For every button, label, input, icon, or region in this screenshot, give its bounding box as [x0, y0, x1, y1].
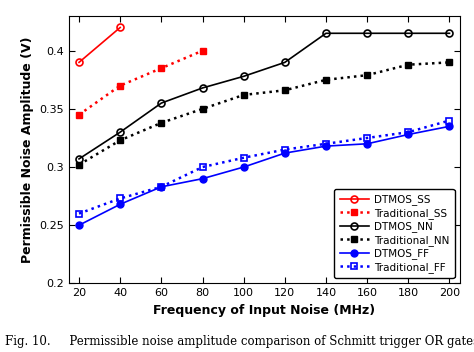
DTMOS_FF [118, 202, 123, 206]
DTMOS_FF [200, 177, 205, 181]
Y-axis label: Permissible Noise Amplitude (V): Permissible Noise Amplitude (V) [20, 36, 34, 263]
DTMOS_FF [405, 132, 411, 137]
Traditional_SS [200, 49, 205, 53]
Traditional_FF [118, 196, 123, 201]
DTMOS_NN [365, 31, 370, 36]
Line: DTMOS_SS: DTMOS_SS [75, 24, 124, 66]
DTMOS_NN [158, 101, 164, 105]
DTMOS_FF [323, 144, 329, 148]
Traditional_FF [76, 212, 82, 216]
DTMOS_NN [405, 31, 411, 36]
Line: Traditional_NN: Traditional_NN [75, 59, 453, 168]
Traditional_NN [323, 78, 329, 82]
DTMOS_FF [447, 124, 452, 128]
Line: Traditional_SS: Traditional_SS [75, 47, 206, 118]
DTMOS_FF [76, 223, 82, 227]
DTMOS_NN [323, 31, 329, 36]
Traditional_SS [118, 83, 123, 88]
Traditional_FF [323, 142, 329, 146]
Traditional_FF [365, 136, 370, 140]
Legend: DTMOS_SS, Traditional_SS, DTMOS_NN, Traditional_NN, DTMOS_FF, Traditional_FF: DTMOS_SS, Traditional_SS, DTMOS_NN, Trad… [334, 189, 455, 278]
Traditional_NN [447, 60, 452, 64]
Traditional_SS [158, 66, 164, 70]
DTMOS_NN [118, 130, 123, 134]
Traditional_NN [76, 163, 82, 167]
Traditional_NN [365, 73, 370, 77]
DTMOS_FF [241, 165, 246, 169]
Traditional_FF [447, 118, 452, 122]
DTMOS_FF [158, 185, 164, 189]
Traditional_FF [158, 185, 164, 189]
Traditional_NN [241, 93, 246, 97]
Line: Traditional_FF: Traditional_FF [75, 117, 453, 217]
Traditional_FF [241, 156, 246, 160]
Traditional_FF [405, 130, 411, 134]
DTMOS_FF [365, 142, 370, 146]
Traditional_NN [405, 63, 411, 67]
DTMOS_NN [282, 60, 288, 64]
Traditional_NN [158, 121, 164, 125]
DTMOS_NN [447, 31, 452, 36]
DTMOS_FF [282, 151, 288, 155]
Traditional_FF [200, 165, 205, 169]
X-axis label: Frequency of Input Noise (MHz): Frequency of Input Noise (MHz) [153, 304, 375, 317]
DTMOS_NN [241, 74, 246, 78]
DTMOS_NN [200, 86, 205, 90]
Text: Fig. 10.     Permissible noise amplitude comparison of Schmitt trigger OR gates.: Fig. 10. Permissible noise amplitude com… [5, 335, 474, 348]
Traditional_NN [118, 138, 123, 143]
Traditional_NN [282, 88, 288, 92]
Traditional_SS [76, 113, 82, 117]
Line: DTMOS_NN: DTMOS_NN [75, 30, 453, 162]
Traditional_FF [282, 147, 288, 152]
Line: DTMOS_FF: DTMOS_FF [75, 123, 453, 229]
Traditional_NN [200, 107, 205, 111]
DTMOS_SS [76, 60, 82, 64]
DTMOS_SS [118, 25, 123, 30]
DTMOS_NN [76, 157, 82, 161]
